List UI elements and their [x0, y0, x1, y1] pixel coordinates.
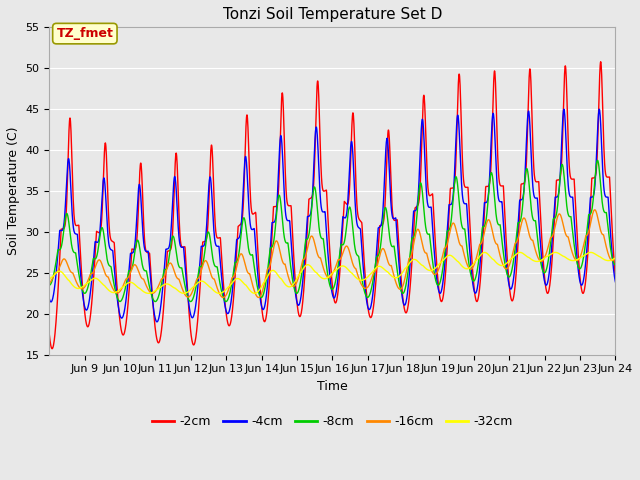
-8cm [367, 289, 374, 295]
-32cm [102, 284, 109, 290]
X-axis label: Time: Time [317, 380, 348, 393]
-8cm [152, 299, 159, 304]
-16cm [45, 280, 53, 286]
-2cm [225, 322, 232, 327]
-32cm [612, 255, 620, 261]
-16cm [612, 254, 620, 260]
-32cm [225, 284, 232, 290]
-4cm [225, 311, 232, 316]
-32cm [367, 271, 374, 277]
-2cm [503, 252, 511, 258]
Line: -16cm: -16cm [49, 210, 616, 298]
-8cm [594, 157, 602, 163]
-4cm [595, 106, 603, 112]
-2cm [535, 183, 543, 189]
-2cm [102, 147, 110, 153]
Line: -32cm: -32cm [49, 252, 616, 293]
-2cm [597, 59, 605, 65]
-2cm [45, 332, 53, 337]
Line: -2cm: -2cm [49, 62, 616, 348]
-4cm [535, 220, 543, 226]
-32cm [604, 258, 612, 264]
-32cm [215, 290, 223, 296]
-16cm [255, 295, 262, 300]
-8cm [535, 248, 543, 253]
-2cm [48, 346, 56, 351]
Line: -8cm: -8cm [49, 160, 616, 301]
-8cm [45, 282, 53, 288]
-4cm [604, 194, 612, 200]
-2cm [604, 174, 612, 180]
Text: TZ_fmet: TZ_fmet [56, 27, 113, 40]
-4cm [153, 319, 161, 325]
-2cm [367, 315, 374, 321]
-8cm [503, 271, 511, 277]
-8cm [612, 262, 620, 267]
-16cm [604, 250, 612, 255]
-4cm [503, 267, 511, 273]
-16cm [503, 265, 511, 271]
-8cm [102, 248, 109, 254]
Legend: -2cm, -4cm, -8cm, -16cm, -32cm: -2cm, -4cm, -8cm, -16cm, -32cm [147, 410, 518, 433]
-4cm [612, 279, 620, 285]
-16cm [102, 272, 109, 278]
Line: -4cm: -4cm [49, 109, 616, 322]
-32cm [481, 250, 488, 255]
-16cm [224, 288, 232, 294]
-32cm [536, 258, 543, 264]
-8cm [225, 296, 232, 301]
Y-axis label: Soil Temperature (C): Soil Temperature (C) [7, 127, 20, 255]
-16cm [367, 278, 374, 284]
-4cm [367, 304, 374, 310]
-16cm [591, 207, 598, 213]
-32cm [504, 260, 511, 265]
-32cm [45, 277, 53, 283]
-4cm [45, 296, 53, 302]
-16cm [535, 257, 543, 263]
-2cm [612, 275, 620, 281]
-8cm [604, 223, 612, 229]
-4cm [102, 197, 109, 203]
Title: Tonzi Soil Temperature Set D: Tonzi Soil Temperature Set D [223, 7, 442, 22]
